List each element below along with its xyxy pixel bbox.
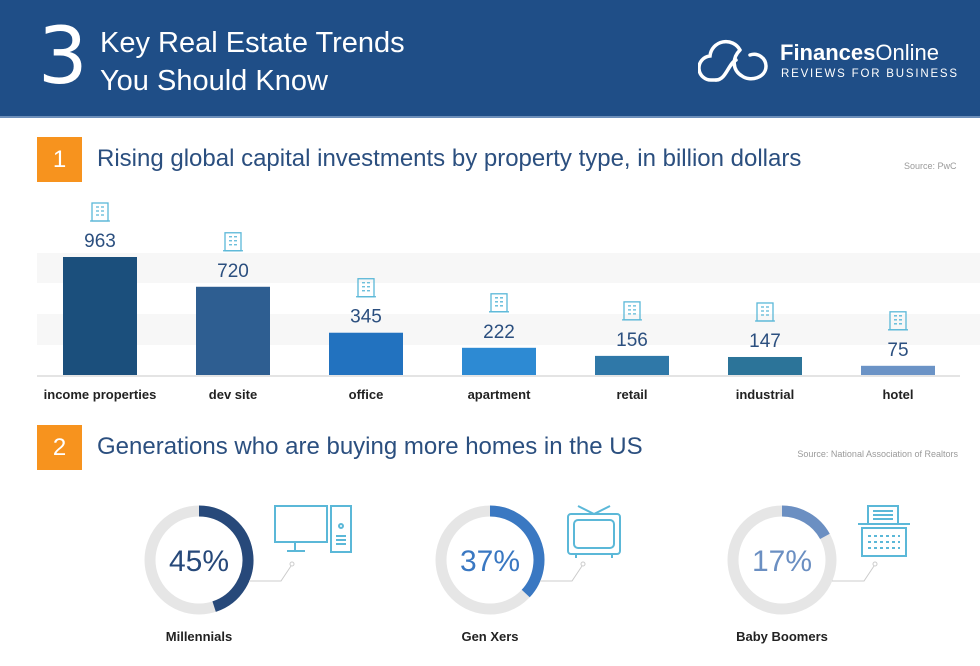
section-1-number: 1 — [37, 137, 82, 182]
bar-industrial — [728, 356, 802, 375]
connector-dot — [580, 561, 586, 567]
typewriter-icon — [858, 505, 910, 557]
television-icon — [567, 505, 621, 558]
section-2-source: Source: National Association of Realtors — [797, 449, 958, 459]
generation-label: Millennials — [166, 629, 232, 644]
bar-dev-site — [196, 286, 270, 375]
development-site-icon — [223, 232, 243, 252]
category-label: office — [349, 387, 384, 402]
value-label: 345 — [350, 307, 382, 328]
percent-label: 17% — [752, 545, 812, 578]
value-label: 75 — [887, 340, 908, 361]
connector-dot — [289, 561, 295, 567]
value-label: 156 — [616, 330, 648, 351]
bar-retail — [595, 355, 669, 375]
retail-house-icon — [622, 301, 642, 321]
brand-bold: Finances — [780, 40, 876, 65]
category-label: retail — [616, 387, 647, 402]
connector-dot — [872, 561, 878, 567]
bar-hotel — [861, 365, 935, 375]
band — [37, 253, 980, 283]
generation-label: Baby Boomers — [736, 629, 828, 644]
value-label: 222 — [483, 322, 515, 343]
header-number: 3 — [38, 12, 88, 102]
hotel-tower-icon — [888, 311, 908, 331]
donut-arc-Baby-Boomers — [781, 505, 830, 540]
donut-charts: 45% Millennials 37% Gen Xers 17% Baby Boomers — [144, 505, 910, 644]
category-label: dev site — [209, 387, 257, 402]
value-label: 147 — [749, 331, 781, 352]
financesonline-logo: FinancesOnline REVIEWS FOR BUSINESS — [698, 38, 963, 88]
brand-name: FinancesOnline — [780, 40, 939, 66]
title-line-2: You Should Know — [100, 65, 328, 97]
percent-label: 45% — [169, 545, 229, 578]
bar-office — [329, 332, 403, 375]
section-1-source: Source: PwC — [904, 161, 957, 171]
brand-tagline: REVIEWS FOR BUSINESS — [781, 68, 959, 80]
category-label: industrial — [736, 387, 795, 402]
cloud-logo-icon — [698, 39, 768, 82]
category-label: hotel — [882, 387, 913, 402]
connector-line — [832, 565, 875, 582]
section-2-title: Generations who are buying more homes in… — [97, 433, 643, 460]
factory-icon — [755, 302, 775, 322]
value-label: 720 — [217, 261, 249, 282]
desktop-computer-icon — [274, 505, 352, 553]
category-label: income properties — [44, 387, 157, 402]
page-title: Key Real Estate Trends You Should Know — [100, 24, 405, 100]
connector-line — [540, 565, 583, 582]
brand-light: Online — [875, 40, 939, 65]
bar-apartment — [462, 347, 536, 375]
bar-income-properties — [63, 257, 137, 375]
money-hand-icon — [90, 202, 110, 222]
section-1-title: Rising global capital investments by pro… — [97, 145, 802, 172]
percent-label: 37% — [460, 545, 520, 578]
donut-arc-Millennials — [198, 505, 254, 612]
header: 3 Key Real Estate Trends You Should Know… — [0, 0, 980, 118]
band — [37, 314, 980, 345]
title-line-1: Key Real Estate Trends — [100, 27, 405, 59]
office-building-icon — [356, 278, 376, 298]
bar-chart: 963 income properties 720 dev site 345 office… — [37, 202, 980, 402]
section-2-number: 2 — [37, 425, 82, 470]
donut-arc-Gen-Xers — [489, 505, 545, 598]
generation-label: Gen Xers — [461, 629, 518, 644]
category-label: apartment — [468, 387, 532, 402]
value-label: 963 — [84, 231, 116, 252]
apartment-building-icon — [489, 293, 509, 313]
connector-line — [249, 565, 292, 582]
